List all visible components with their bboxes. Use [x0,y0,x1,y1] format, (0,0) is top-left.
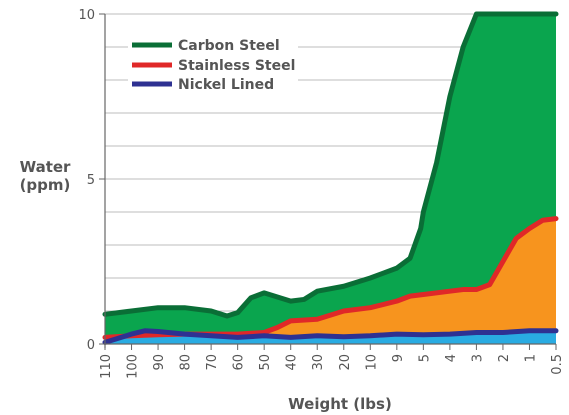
x-tick-label: 1 [523,354,538,362]
legend-label-carbon-steel: Carbon Steel [178,38,280,54]
x-tick-label: 3 [470,354,485,362]
series-lines [102,11,559,345]
y-tick-label: 0 [87,338,95,353]
x-tick-label: 5 [417,354,432,362]
x-tick-label: 10 [364,354,379,371]
x-tick-label: 80 [179,354,194,371]
legend-label-stainless-steel: Stainless Steel [178,58,295,74]
x-tick-label: 50 [258,354,273,371]
y-tick-label: 10 [78,8,95,23]
x-tick-label: 20 [338,354,353,371]
line-nickel-lined [102,328,559,345]
y-tick-labels: 0 5 10 [78,8,95,353]
x-tick-label: 90 [152,354,167,371]
x-tick-label: 0.5 [550,354,565,375]
area-carbon-steel [105,14,556,344]
y-tick-label: 5 [87,173,95,188]
x-tick-label: 110 [99,354,114,379]
x-tick-label: 70 [205,354,220,371]
y-axis-label-line2: (ppm) [20,176,71,194]
y-axis-label-line1: Water [20,158,71,176]
x-tick-label: 100 [126,354,141,379]
x-tick-label: 60 [232,354,247,371]
x-tick-label: 4 [444,354,459,362]
legend: Carbon Steel Stainless Steel Nickel Line… [128,32,298,94]
x-tick-label: 40 [285,354,300,371]
axes [99,13,557,350]
legend-label-nickel-lined: Nickel Lined [178,77,274,93]
x-tick-label: 2 [497,354,512,362]
x-tick-label: 9 [391,354,406,362]
x-tick-labels: 110 100 90 80 70 60 50 40 30 20 10 9 5 4 3 2 1 0.5 [99,354,565,379]
x-axis-label: Weight (lbs) [288,395,392,413]
x-tick-label: 30 [311,354,326,371]
area-stainless-steel [105,218,556,344]
line-carbon-steel [102,11,559,319]
